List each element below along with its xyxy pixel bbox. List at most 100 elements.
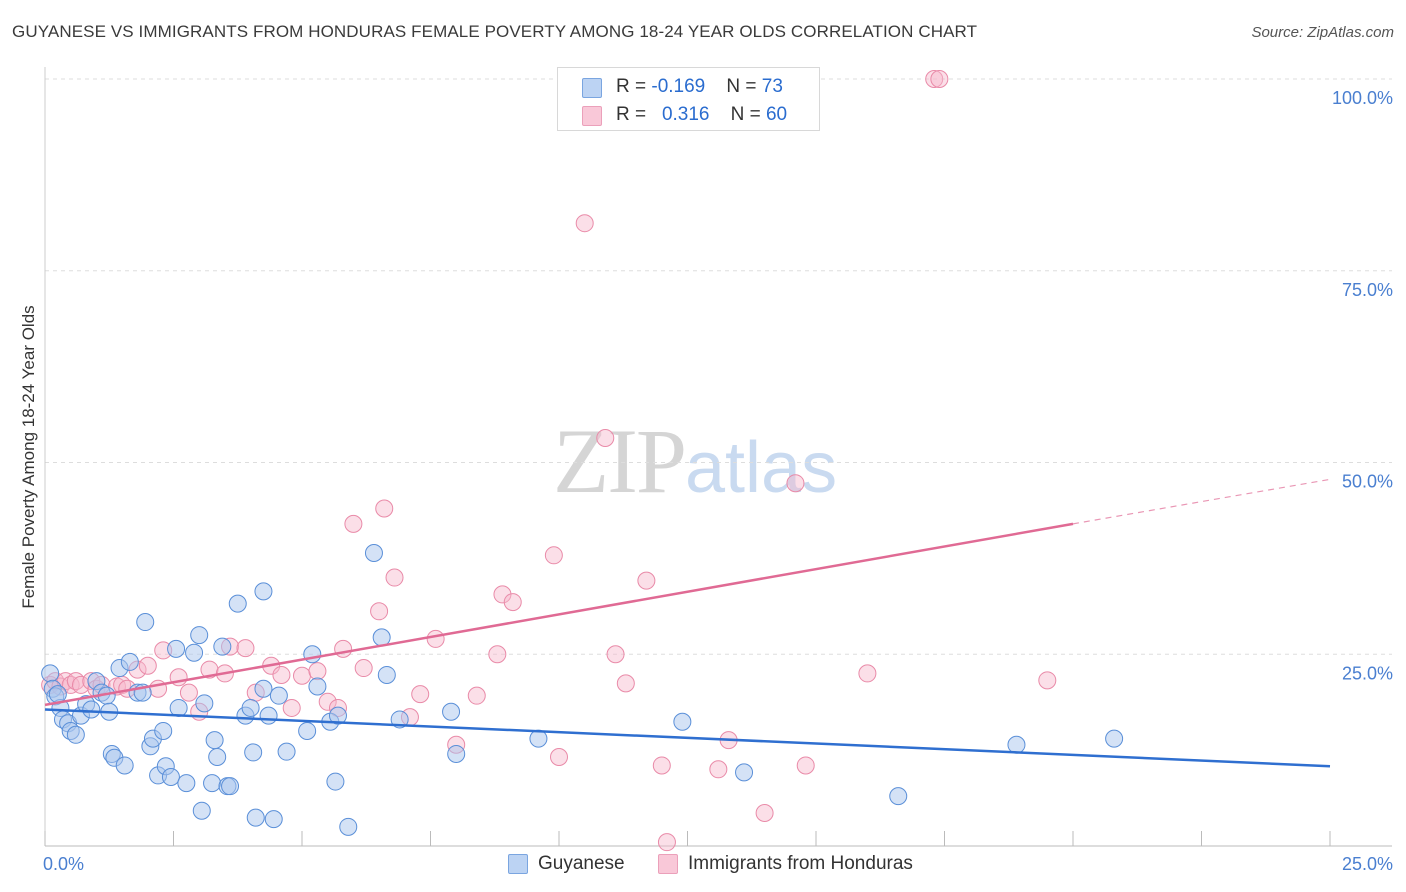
legend-swatch-pink <box>582 106 602 126</box>
guyanese-point <box>442 702 461 721</box>
guyanese-point <box>673 712 692 731</box>
honduras-point <box>503 593 522 612</box>
honduras-point <box>755 804 774 823</box>
guyanese-point <box>228 594 247 613</box>
legend-n-value: 73 <box>761 76 783 97</box>
legend-swatch-blue <box>582 78 602 98</box>
axes <box>44 67 1392 847</box>
guyanese-point <box>203 774 222 793</box>
y-tick-label: 100.0% <box>1332 88 1393 108</box>
honduras-trend-line <box>44 522 1074 707</box>
honduras-point <box>657 833 676 852</box>
guyanese-point <box>328 706 347 725</box>
guyanese-point <box>154 721 173 740</box>
data-points <box>41 70 1124 852</box>
honduras-point <box>550 748 568 767</box>
watermark-atlas: atlas <box>685 428 838 508</box>
guyanese-point <box>254 582 273 601</box>
honduras-point <box>272 665 291 684</box>
guyanese-point <box>254 679 273 698</box>
guyanese-point <box>298 721 317 740</box>
gridlines <box>45 78 1392 655</box>
honduras-point <box>293 666 311 685</box>
guyanese-point <box>190 626 209 645</box>
legend-r-value: -0.169 <box>651 76 706 97</box>
legend-n-label: N = <box>730 104 766 125</box>
guyanese-point <box>889 787 908 806</box>
honduras-point <box>637 571 656 590</box>
guyanese-point <box>377 665 396 684</box>
legend-n-value: 60 <box>765 104 788 125</box>
honduras-point <box>1038 671 1057 690</box>
guyanese-point <box>82 700 101 719</box>
honduras-point <box>370 602 389 621</box>
honduras-point <box>308 662 327 681</box>
honduras-point <box>236 639 255 658</box>
honduras-point <box>179 683 198 702</box>
guyanese-point <box>1105 729 1124 748</box>
guyanese-point <box>185 643 204 662</box>
legend-text-honduras: R = 0.316 N = 60 <box>616 104 787 126</box>
guyanese-point <box>115 756 134 775</box>
guyanese-point <box>326 772 345 791</box>
guyanese-point <box>339 817 358 836</box>
guyanese-point <box>66 725 85 744</box>
honduras-point <box>282 698 301 717</box>
honduras-point <box>544 546 563 565</box>
guyanese-point <box>120 652 139 671</box>
honduras-point <box>493 585 512 604</box>
honduras-point <box>606 645 625 664</box>
honduras-point <box>596 428 615 447</box>
honduras-point <box>709 760 728 779</box>
guyanese-point <box>161 767 180 786</box>
honduras-point <box>318 692 337 711</box>
guyanese-point <box>195 694 214 713</box>
guyanese-point <box>48 685 67 704</box>
bottom-legend-label: Guyanese <box>538 853 625 874</box>
honduras-point <box>858 664 877 683</box>
guyanese-point <box>303 645 322 664</box>
source-label: Source: ZipAtlas.com <box>1251 24 1394 41</box>
honduras-point <box>426 629 445 648</box>
guyanese-point <box>241 698 260 717</box>
honduras-point <box>616 674 635 693</box>
guyanese-point <box>447 744 466 763</box>
honduras-point <box>375 499 394 518</box>
guyanese-point <box>177 774 196 793</box>
watermark: ZIPatlas <box>553 408 837 514</box>
x-tick-label: 0.0% <box>43 854 84 874</box>
legend-r-label: R = <box>616 104 652 125</box>
guyanese-point <box>308 677 327 696</box>
bottom-legend-swatch-blue <box>508 854 528 874</box>
honduras-point <box>575 214 594 233</box>
trend-lines <box>44 478 1331 768</box>
legend-r-value: 0.316 <box>661 104 710 125</box>
honduras-trend-extension <box>1072 478 1331 525</box>
guyanese-point <box>390 710 409 729</box>
guyanese-point <box>167 639 186 658</box>
guyanese-point <box>244 743 263 762</box>
legend-n-label: N = <box>726 76 762 97</box>
watermark-zip: ZIP <box>553 410 687 512</box>
guyanese-point <box>208 748 227 767</box>
chart-title: GUYANESE VS IMMIGRANTS FROM HONDURAS FEM… <box>12 22 978 41</box>
honduras-point <box>652 756 671 775</box>
y-tick-label: 50.0% <box>1342 472 1393 492</box>
y-axis-label: Female Poverty Among 18-24 Year Olds <box>19 305 38 608</box>
guyanese-point <box>221 777 240 796</box>
honduras-point <box>334 639 353 658</box>
bottom-legend-swatch-pink <box>658 854 678 874</box>
guyanese-point <box>192 801 211 820</box>
honduras-point <box>385 568 404 587</box>
guyanese-point <box>259 706 278 725</box>
guyanese-point <box>205 731 224 750</box>
guyanese-point <box>41 664 60 683</box>
honduras-point <box>138 656 157 675</box>
honduras-point <box>488 645 507 664</box>
guyanese-point <box>1007 735 1026 754</box>
honduras-point <box>354 659 373 678</box>
honduras-point <box>930 70 949 88</box>
correlation-legend: R = -0.169 N = 73 R = 0.316 N = 60 <box>557 67 820 131</box>
guyanese-point <box>735 763 754 782</box>
